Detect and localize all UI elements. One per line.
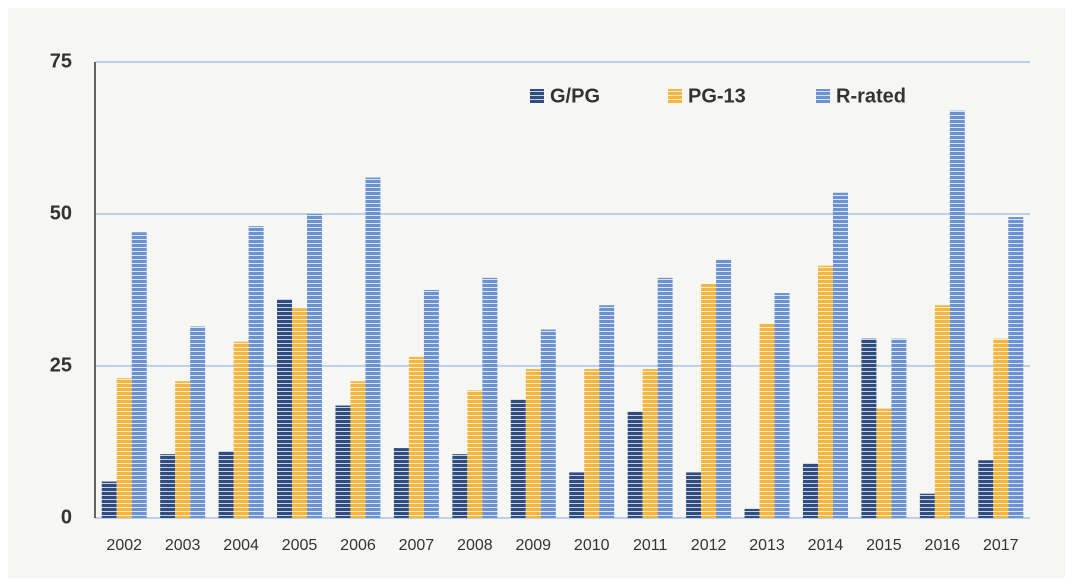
x-tick-label: 2010: [574, 537, 610, 554]
bar: [584, 369, 600, 518]
bar: [131, 232, 147, 519]
x-tick-label: 2017: [983, 537, 1019, 554]
bar: [817, 265, 833, 518]
legend-swatch: [530, 89, 544, 103]
bar: [175, 381, 191, 518]
bar: [540, 329, 556, 518]
bar: [934, 305, 950, 518]
x-tick-label: 2011: [633, 537, 668, 554]
y-tick-label: 25: [50, 354, 72, 376]
bar: [248, 226, 264, 518]
bar: [861, 338, 877, 518]
bar: [116, 378, 132, 518]
bar: [510, 399, 526, 518]
bar: [467, 390, 483, 518]
bar: [599, 305, 615, 518]
bar: [1008, 217, 1024, 519]
legend-label: R-rated: [836, 85, 906, 107]
bar: [393, 448, 409, 518]
x-tick-label: 2003: [165, 537, 201, 554]
bar: [701, 283, 717, 518]
bar: [101, 481, 117, 518]
x-tick-label: 2008: [457, 537, 493, 554]
legend-label: PG-13: [688, 85, 746, 107]
bar: [627, 411, 643, 518]
bar: [949, 110, 965, 518]
x-tick-label: 2013: [749, 537, 785, 554]
bar: [423, 290, 439, 518]
bar: [657, 277, 673, 518]
y-tick-label: 50: [50, 202, 72, 224]
x-tick-label: 2012: [691, 537, 727, 554]
bar: [759, 323, 775, 518]
bar: [919, 493, 935, 518]
bar: [190, 326, 206, 518]
bar: [802, 463, 818, 518]
bar: [993, 338, 1009, 518]
bar: [642, 369, 658, 518]
x-tick-label: 2002: [106, 537, 142, 554]
bar: [891, 338, 907, 518]
legend-swatch: [668, 89, 682, 103]
x-tick-label: 2004: [223, 537, 259, 554]
bar: [832, 192, 848, 518]
x-tick-label: 2014: [808, 537, 844, 554]
bar: [408, 356, 424, 518]
x-tick-label: 2007: [399, 537, 435, 554]
bar: [335, 405, 351, 518]
bar: [686, 472, 702, 518]
bar: [292, 308, 308, 518]
bar: [218, 451, 234, 518]
bar: [482, 277, 498, 518]
legend-label: G/PG: [550, 85, 600, 107]
bar: [365, 177, 381, 518]
bar: [277, 299, 293, 518]
bar: [569, 472, 585, 518]
bar: [744, 508, 760, 518]
bar: [350, 381, 366, 518]
y-tick-label: 0: [61, 506, 72, 528]
bar: [774, 293, 790, 518]
bar: [233, 341, 249, 518]
bar: [978, 460, 994, 518]
x-tick-label: 2005: [282, 537, 318, 554]
bar: [876, 408, 892, 518]
legend-swatch: [816, 89, 830, 103]
bar: [716, 259, 732, 518]
x-tick-label: 2009: [515, 537, 551, 554]
x-tick-label: 2016: [925, 537, 961, 554]
bar: [160, 454, 176, 518]
bar: [452, 454, 468, 518]
x-tick-label: 2015: [866, 537, 902, 554]
bar: [525, 369, 541, 518]
x-tick-label: 2006: [340, 537, 376, 554]
y-tick-label: 75: [50, 50, 72, 72]
bar: [307, 214, 323, 518]
